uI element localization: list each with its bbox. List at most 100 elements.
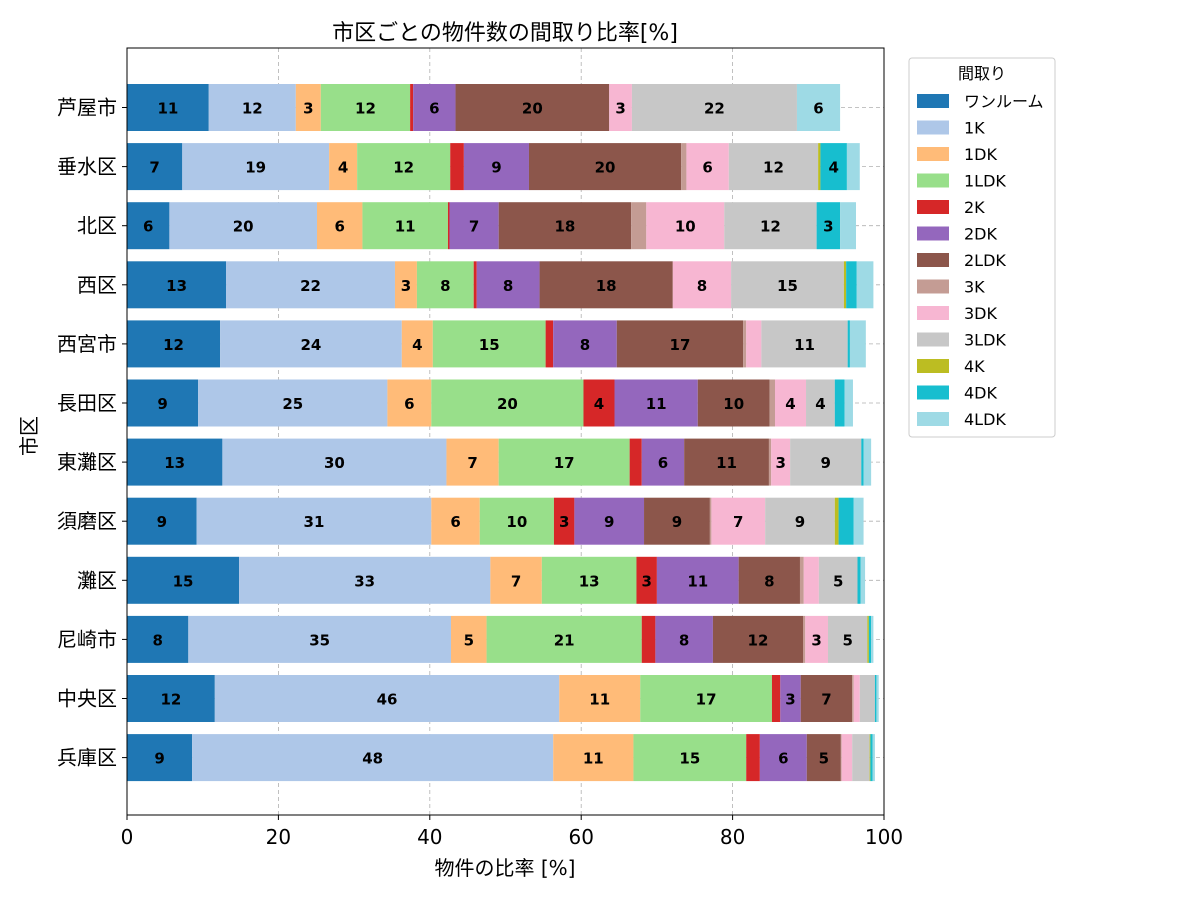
bar-segment [455,84,610,131]
bar-value-label: 9 [157,513,167,531]
legend-entry-label: 1DK [964,145,998,164]
bar-segment [860,556,866,604]
bar-segment [818,556,858,604]
bar-segment [712,615,804,663]
bar-segment [541,556,637,604]
bar-segment [746,320,762,368]
bar-value-label: 12 [763,159,784,177]
legend-entry-label: 4DK [964,384,998,403]
bar-value-label: 11 [583,750,604,768]
bar-segment [805,615,828,663]
bar-segment [684,438,769,486]
bar-segment [629,438,642,486]
bar-segment [127,615,189,663]
bar-segment [545,320,554,368]
legend-entry-label: 4K [964,357,985,376]
bar-segment [574,497,645,545]
x-tick-label: 20 [266,825,291,849]
bar-segment [780,675,801,722]
bar-value-label: 3 [785,691,795,709]
bar-segment [539,261,673,309]
bar-segment [222,438,447,486]
bar-segment [847,320,850,368]
bar-value-label: 7 [469,218,479,236]
bar-value-label: 22 [300,277,321,295]
bar-value-label: 22 [704,100,725,118]
bar-segment [192,734,554,782]
bar-segment [838,497,854,545]
legend-swatch [917,385,949,400]
bar-segment [655,615,713,663]
bar-segment [127,556,240,604]
bar-value-label: 30 [324,454,345,472]
bar-segment [553,497,575,545]
bar-segment [127,320,221,368]
bar-value-label: 6 [334,218,344,236]
bar-value-label: 8 [679,631,689,649]
bar-value-label: 13 [166,277,187,295]
bar-value-label: 8 [580,336,590,354]
bar-segment [743,320,747,368]
bar-value-label: 18 [554,218,575,236]
legend-swatch [917,226,949,241]
bar-segment [498,438,630,486]
legend-entry-label: 2DK [964,225,998,244]
bar-segment [450,615,487,663]
bar-value-label: 5 [842,631,852,649]
bar-value-label: 3 [559,513,569,531]
bar-value-label: 11 [687,572,708,590]
bar-value-label: 20 [522,100,543,118]
bar-segment [853,497,864,545]
y-axis-label: 市区 [17,416,41,456]
bar-value-label: 20 [595,159,616,177]
bar-segment [498,202,632,250]
bar-value-label: 12 [355,100,376,118]
bar-segment [697,379,770,427]
bar-segment [746,734,760,782]
bar-value-label: 6 [778,750,788,768]
bar-segment [196,497,432,545]
legend-swatch [917,120,949,135]
bar-segment [827,615,868,663]
bar-segment [872,734,875,782]
bar-segment [476,261,540,309]
bar-segment [800,675,853,722]
bar-segment [816,202,841,250]
legend-entry-label: 3K [964,278,985,297]
legend-swatch [917,253,949,267]
bar-value-label: 17 [696,691,717,709]
y-tick-label: 北区 [77,214,117,238]
bar-segment [127,497,197,545]
bar-segment [869,734,871,782]
bar-segment [410,84,414,131]
legend-entry-label: 2LDK [964,251,1006,270]
bar-segment [127,438,223,486]
bar-segment [633,734,747,782]
bar-segment [711,497,766,545]
bar-value-label: 8 [440,277,450,295]
bar-segment [769,379,775,427]
bar-value-label: 7 [511,572,521,590]
bar-segment [861,438,864,486]
bar-segment [686,143,729,191]
bar-segment [553,320,617,368]
bar-value-label: 11 [157,100,178,118]
bar-value-label: 9 [491,159,501,177]
bar-segment [796,84,841,131]
bar-segment [559,675,641,722]
bar-value-label: 9 [157,395,167,413]
bar-value-label: 25 [282,395,303,413]
bar-segment [320,84,411,131]
bar-segment [843,261,847,309]
bar-value-label: 6 [702,159,712,177]
bar-value-label: 6 [658,454,668,472]
bar-value-label: 8 [764,572,774,590]
bar-value-label: 4 [828,159,838,177]
bar-segment [656,556,739,604]
bar-value-label: 6 [404,395,414,413]
bar-segment [849,320,866,368]
bar-segment [387,379,432,427]
bar-segment [214,675,560,722]
legend-entry-label: 1LDK [964,172,1006,191]
